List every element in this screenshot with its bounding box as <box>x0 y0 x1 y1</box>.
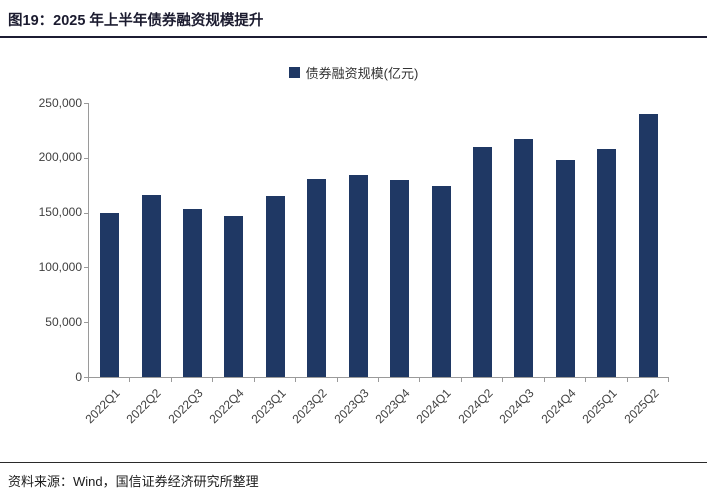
x-axis-tick <box>129 378 131 382</box>
x-axis-label-2022Q2: 2022Q2 <box>123 386 165 427</box>
bar-2022Q2 <box>141 195 161 377</box>
x-axis-label-2022Q3: 2022Q3 <box>165 386 206 427</box>
bar-slot <box>545 103 586 377</box>
footer-divider <box>0 462 707 463</box>
chart-legend: 债券融资规模(亿元) <box>0 63 707 82</box>
x-axis-tick <box>543 378 545 382</box>
x-axis-label-2025Q2: 2025Q2 <box>621 386 662 427</box>
bar-slot <box>627 103 668 377</box>
bar-2024Q2 <box>473 147 492 377</box>
y-axis-tick <box>84 212 88 214</box>
x-axis-label-2023Q2: 2023Q2 <box>289 386 330 427</box>
bar-2024Q1 <box>431 186 451 377</box>
x-axis-tick <box>253 378 255 382</box>
x-axis-tick <box>378 378 379 382</box>
x-axis-label-2022Q1: 2022Q1 <box>82 386 123 427</box>
bar-slot <box>255 103 296 377</box>
bar-slot <box>503 103 544 377</box>
y-axis-label: 100,000 <box>38 259 82 274</box>
x-axis-tick <box>212 378 214 382</box>
x-axis-tick <box>460 378 462 382</box>
x-axis-tick <box>88 378 89 382</box>
y-axis-label: 250,000 <box>38 95 82 110</box>
bar-2024Q4 <box>555 160 575 377</box>
x-axis-tick <box>336 378 338 382</box>
y-axis-tick <box>84 267 88 269</box>
y-axis-label: 150,000 <box>38 205 82 220</box>
bar-slot <box>213 103 254 377</box>
legend-swatch-icon <box>288 67 300 78</box>
bar-2025Q2 <box>638 114 658 377</box>
bar-2023Q1 <box>265 195 285 377</box>
x-axis-tick <box>170 378 172 382</box>
x-axis-label-2024Q1: 2024Q1 <box>413 386 455 427</box>
bar-slot <box>89 103 130 377</box>
bar-slot <box>420 103 461 377</box>
x-axis-tick <box>668 378 669 382</box>
figure-title: 图19：2025 年上半年债券融资规模提升 <box>8 13 264 29</box>
x-axis-tick <box>626 378 628 382</box>
x-axis-tick <box>585 378 587 382</box>
bar-slot <box>172 103 213 377</box>
x-axis-label-2024Q3: 2024Q3 <box>496 386 537 427</box>
y-axis-tick <box>84 157 88 159</box>
bar-slot <box>338 103 379 377</box>
bar-2024Q3 <box>514 139 534 377</box>
x-axis-tick <box>295 378 297 382</box>
bar-2022Q1 <box>100 212 120 377</box>
bar-2025Q1 <box>597 149 617 377</box>
y-axis-tick <box>84 322 88 324</box>
x-axis-tick <box>502 378 504 382</box>
x-axis-label-2023Q1: 2023Q1 <box>248 386 289 427</box>
bar-2023Q4 <box>390 179 410 377</box>
x-axis-label-2023Q4: 2023Q4 <box>372 386 413 427</box>
title-divider <box>0 36 707 38</box>
y-axis-tick <box>84 103 88 104</box>
bar-slot <box>379 103 420 377</box>
y-axis-tick <box>84 377 88 378</box>
x-axis-label-2023Q3: 2023Q3 <box>331 386 372 427</box>
bar-slot <box>586 103 627 377</box>
bar-slot <box>130 103 171 377</box>
source-note: 资料来源：Wind，国信证券经济研究所整理 <box>8 474 259 489</box>
x-axis-tick <box>419 378 421 382</box>
y-axis-label: 0 <box>75 369 82 384</box>
legend-label: 债券融资规模(亿元) <box>305 66 419 81</box>
bar-series <box>89 103 669 377</box>
x-axis-label-2024Q4: 2024Q4 <box>538 386 579 427</box>
bar-2022Q4 <box>224 216 244 377</box>
x-axis-label-2025Q1: 2025Q1 <box>579 386 620 427</box>
bar-2023Q3 <box>348 174 368 377</box>
bar-2022Q3 <box>183 209 203 377</box>
y-axis-label: 50,000 <box>45 314 82 329</box>
x-axis-label-2024Q2: 2024Q2 <box>455 386 496 427</box>
plot-area <box>88 103 669 378</box>
y-axis-label: 200,000 <box>38 150 82 165</box>
x-axis-label-2022Q4: 2022Q4 <box>206 386 247 427</box>
bar-slot <box>462 103 503 377</box>
bar-slot <box>296 103 337 377</box>
bar-2023Q2 <box>307 179 327 377</box>
